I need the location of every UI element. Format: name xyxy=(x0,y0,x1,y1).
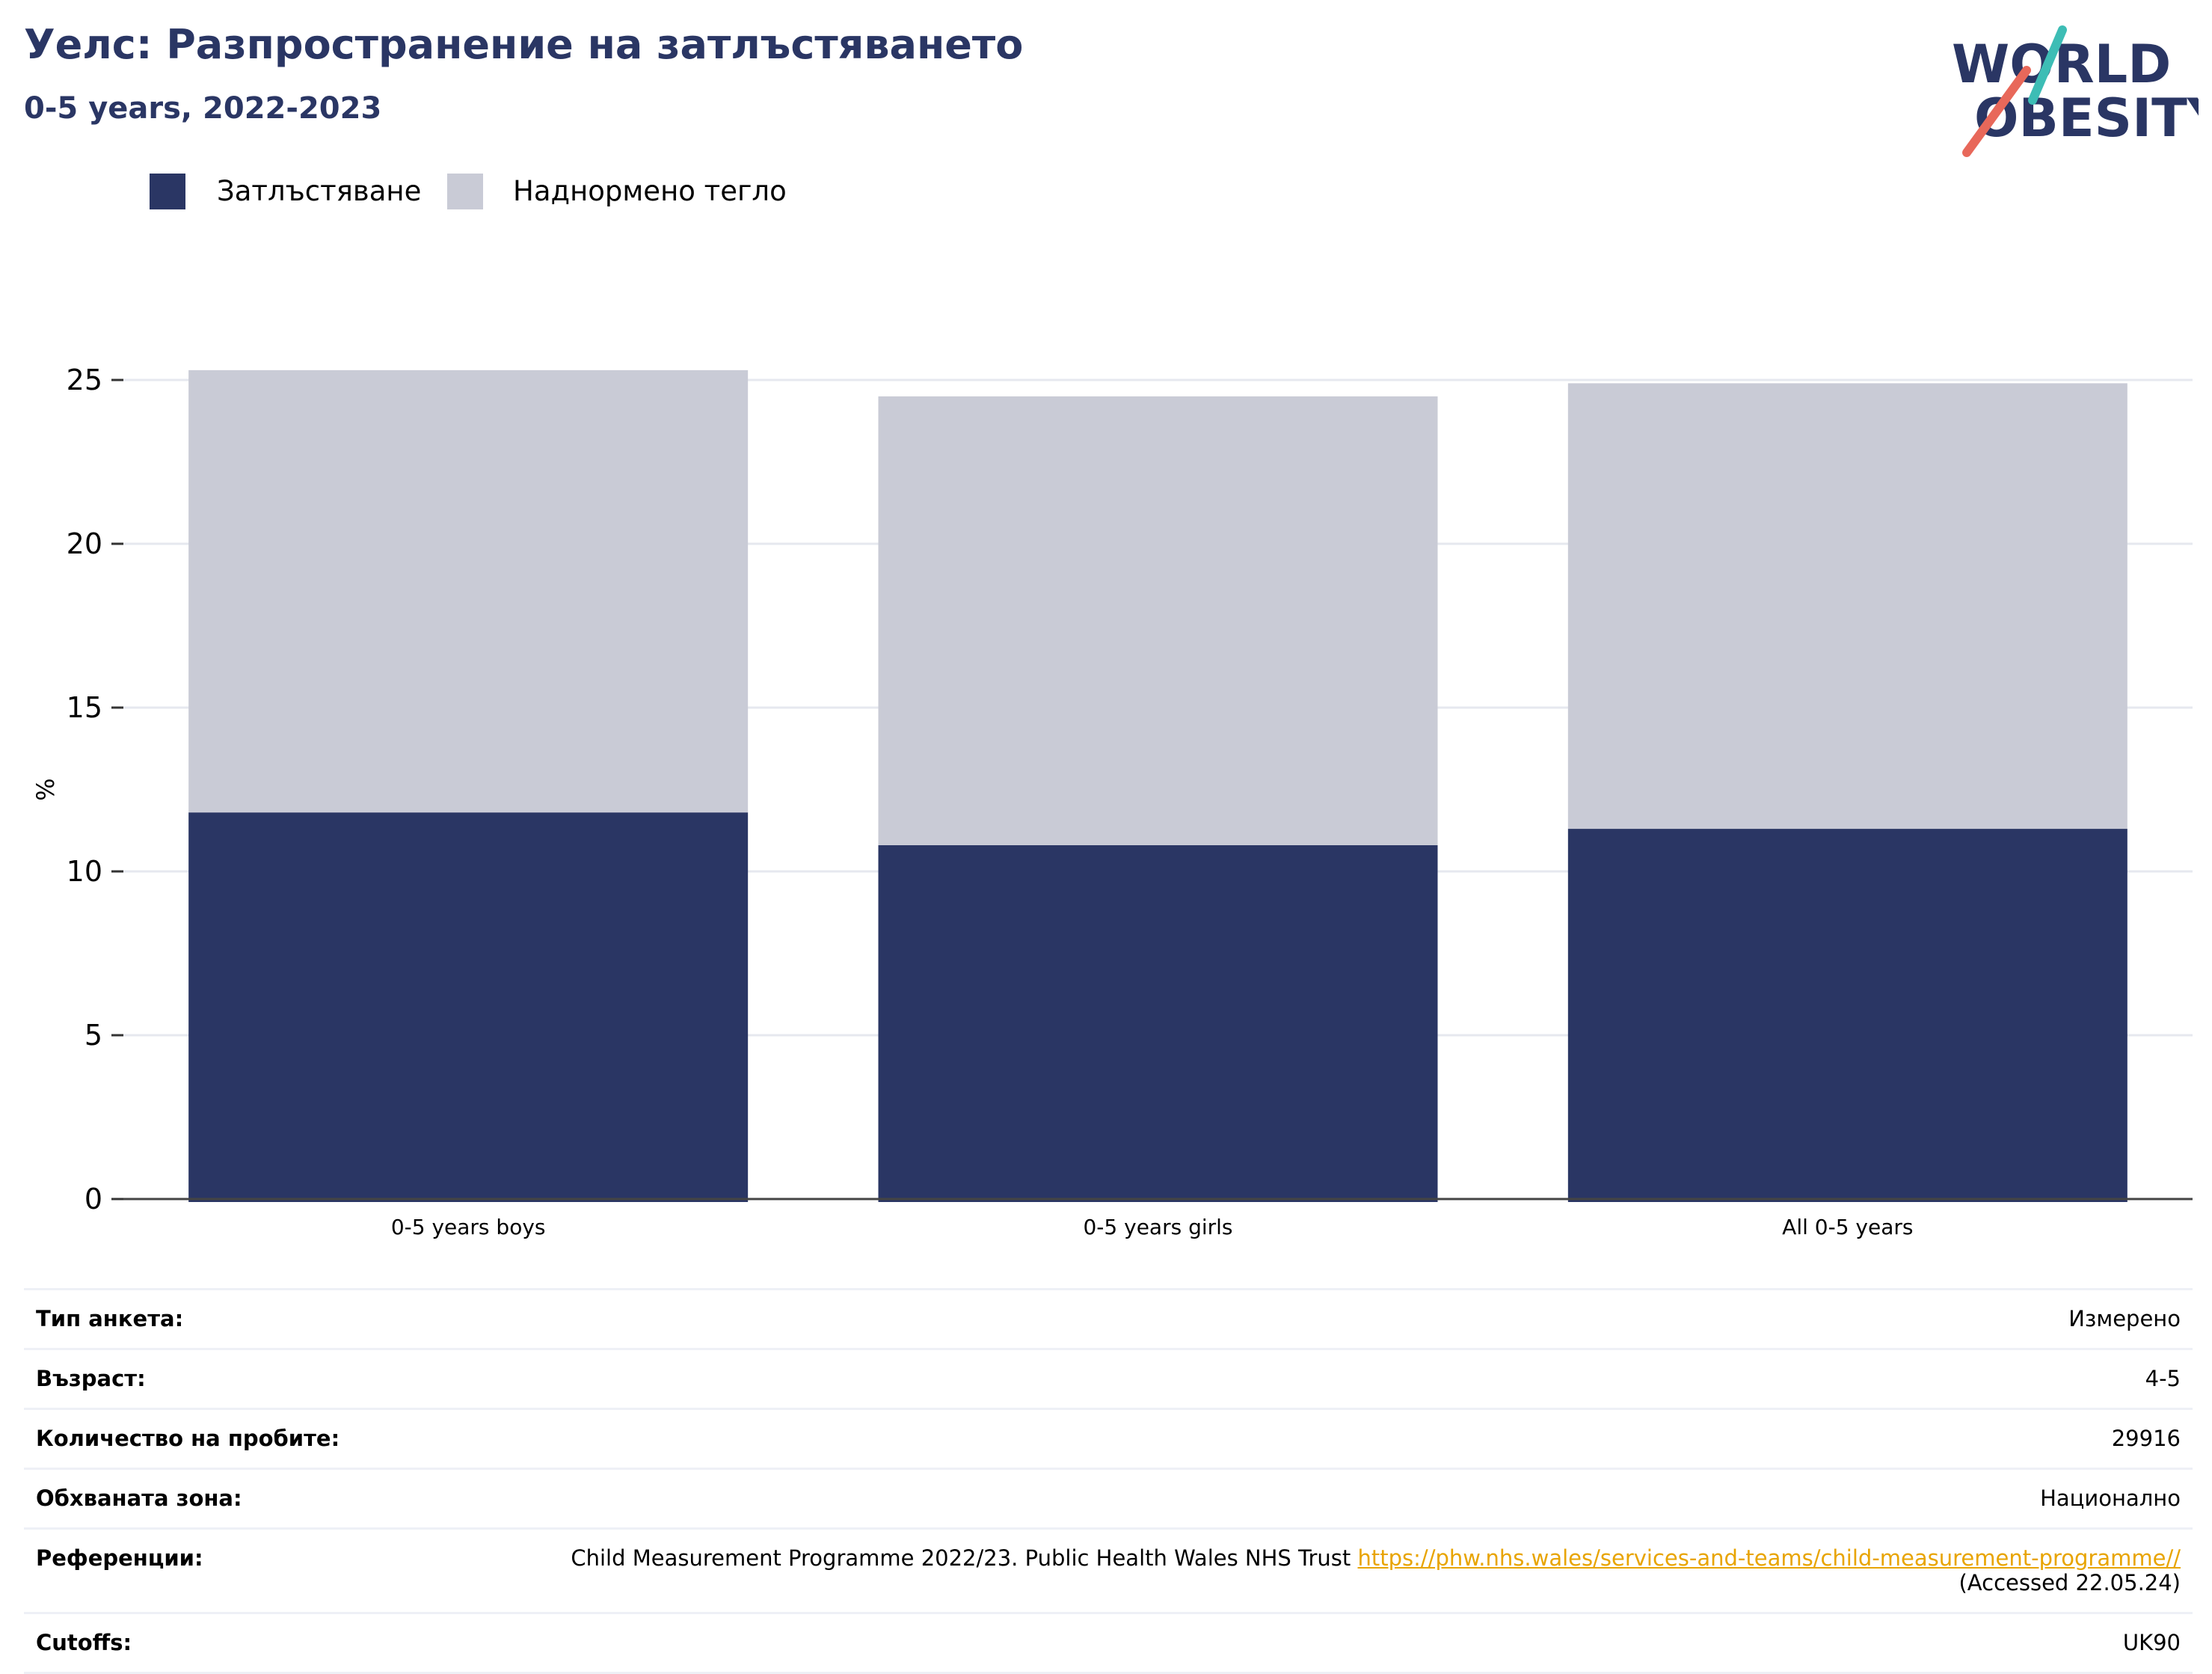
detail-row-sample-size: Количество на пробите: 29916 xyxy=(24,1408,2193,1468)
y-tick-label: 15 xyxy=(67,691,102,724)
legend-label-overweight: Наднормено тегло xyxy=(513,175,787,207)
chart-title: Уелс: Разпространение на затлъстяването xyxy=(24,21,1024,68)
y-axis-label: % xyxy=(31,778,60,800)
legend-swatch-overweight xyxy=(447,174,483,209)
detail-row-age: Възраст: 4-5 xyxy=(24,1348,2193,1408)
references-text: Child Measurement Programme 2022/23. Pub… xyxy=(571,1545,1351,1571)
detail-row-coverage: Обхваната зона: Национално xyxy=(24,1468,2193,1527)
survey-details-table: Тип анкета: Измерено Възраст: 4-5 Количе… xyxy=(24,1288,2193,1674)
logo-word-world: WORLD xyxy=(1952,34,2171,95)
detail-value: Национално xyxy=(2040,1486,2181,1511)
y-tick-label: 25 xyxy=(67,364,102,396)
detail-row-survey-type: Тип анкета: Измерено xyxy=(24,1288,2193,1348)
logo-slash-bottom xyxy=(1962,66,2031,157)
detail-row-cutoffs: Cutoffs: UK90 xyxy=(24,1612,2193,1674)
legend-swatch-obesity xyxy=(150,174,185,209)
chart-subtitle: 0-5 years, 2022-2023 xyxy=(24,91,382,126)
world-obesity-logo: WORLD OBESITY xyxy=(1952,25,2199,157)
detail-label: Възраст: xyxy=(36,1366,146,1391)
detail-label: Тип анкета: xyxy=(36,1306,184,1331)
x-tick-label: 0-5 years girls xyxy=(1083,1215,1232,1239)
legend-label-obesity: Затлъстяване xyxy=(217,175,422,207)
detail-value: 4-5 xyxy=(2145,1366,2181,1391)
y-tick-label: 0 xyxy=(85,1183,102,1215)
stacked-bar-chart: 0 5 10 15 20 25% 0-5 years boys 0-5 years girls… xyxy=(31,364,2193,1239)
references-link[interactable]: https://phw.nhs.wales/services-and-teams… xyxy=(1357,1545,2181,1571)
bar-obesity xyxy=(1567,829,2127,1202)
detail-value: Измерено xyxy=(2068,1306,2181,1331)
detail-value: UK90 xyxy=(2122,1630,2181,1655)
detail-label: Референции: xyxy=(36,1545,203,1571)
logo-slash-top xyxy=(2028,25,2067,105)
x-tick-label: All 0-5 years xyxy=(1782,1215,1913,1239)
bar-overweight xyxy=(188,370,749,813)
x-tick-label: 0-5 years boys xyxy=(391,1215,546,1239)
detail-label: Обхваната зона: xyxy=(36,1486,242,1511)
detail-label: Cutoffs: xyxy=(36,1630,132,1655)
references-value: Child Measurement Programme 2022/23. Pub… xyxy=(559,1546,2181,1595)
detail-row-references: Референции: Child Measurement Programme … xyxy=(24,1527,2193,1612)
y-tick-label: 10 xyxy=(67,855,102,888)
bar-obesity xyxy=(878,844,1438,1202)
bar-obesity xyxy=(188,812,749,1202)
y-tick-label: 5 xyxy=(85,1019,102,1052)
y-tick-label: 20 xyxy=(67,527,102,560)
bar-overweight xyxy=(878,396,1438,845)
detail-label: Количество на пробите: xyxy=(36,1426,340,1451)
detail-value: 29916 xyxy=(2111,1426,2181,1451)
references-accessed: (Accessed 22.05.24) xyxy=(1958,1570,2181,1595)
bar-overweight xyxy=(1567,383,2127,830)
